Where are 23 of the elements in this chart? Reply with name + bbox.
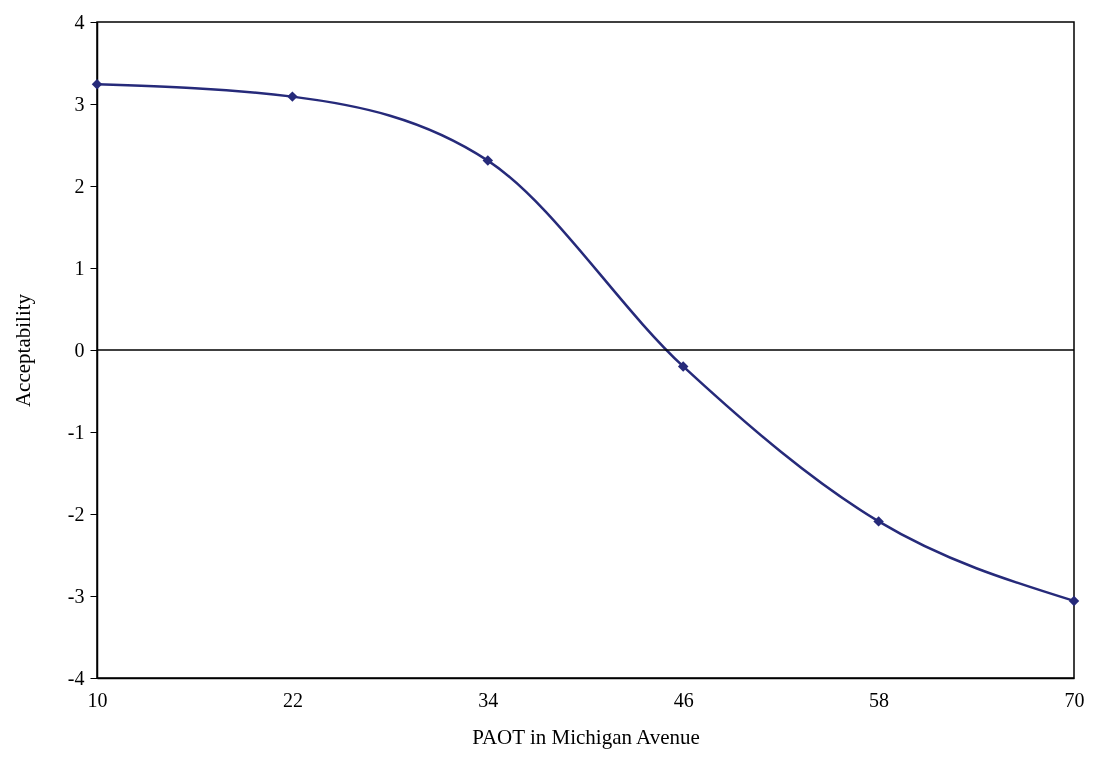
- x-tick-label: 10: [87, 688, 108, 711]
- point: [482, 155, 494, 166]
- y-axis-title: Acceptability: [10, 293, 35, 408]
- y-tick-label: 0: [74, 338, 85, 361]
- x-tick-label: 22: [282, 688, 303, 711]
- y-tick-label: 1: [74, 256, 85, 279]
- x-axis-title: PAOT in Michigan Avenue: [472, 724, 700, 749]
- x-tick-label: 70: [1064, 688, 1085, 711]
- point: [91, 79, 103, 90]
- y-tick-label: 2: [74, 174, 85, 197]
- x-tick-label: 58: [869, 688, 890, 711]
- x-tick-label: 46: [673, 688, 694, 711]
- x-tick-label: 34: [478, 688, 499, 711]
- y-tick-label: -4: [67, 666, 85, 689]
- point: [873, 516, 884, 527]
- y-tick-label: -2: [67, 502, 85, 525]
- point: [677, 361, 689, 372]
- y-tick-label: -3: [67, 584, 85, 607]
- y-tick-label: 3: [74, 92, 85, 115]
- y-tick-label: 4: [74, 10, 85, 33]
- y-tick-label: -1: [67, 420, 85, 443]
- point: [1068, 595, 1080, 607]
- point: [287, 91, 298, 102]
